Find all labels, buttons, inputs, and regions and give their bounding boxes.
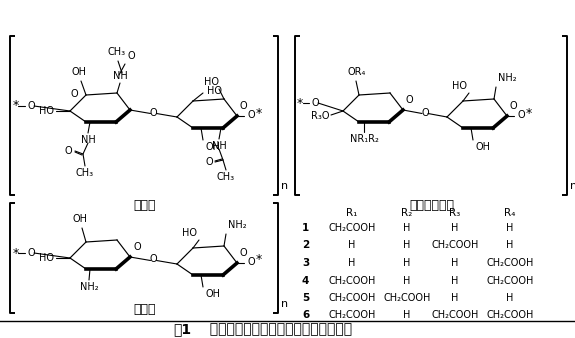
Text: NR₁R₂: NR₁R₂ [350, 134, 378, 144]
Text: H: H [451, 258, 459, 268]
Text: O: O [517, 110, 524, 120]
Text: O: O [421, 107, 429, 118]
Text: CH₃: CH₃ [217, 172, 235, 182]
Text: O: O [312, 98, 320, 108]
Text: 3: 3 [302, 258, 309, 268]
Text: R₁: R₁ [346, 208, 358, 218]
Text: CH₂COOH: CH₂COOH [431, 311, 478, 320]
Text: O: O [510, 101, 518, 111]
Text: NH₂: NH₂ [228, 220, 247, 230]
Text: CH₂COOH: CH₂COOH [328, 311, 375, 320]
Text: n: n [281, 181, 288, 191]
Text: CH₃: CH₃ [108, 47, 126, 57]
Text: H: H [403, 223, 411, 233]
Text: 甲壳素、壳聚糖、罧甲基壳聚糖结构式: 甲壳素、壳聚糖、罧甲基壳聚糖结构式 [200, 322, 352, 336]
Text: NH₂: NH₂ [80, 282, 98, 292]
Text: O: O [133, 242, 141, 252]
Text: O: O [240, 248, 248, 258]
Text: 壳聚糖: 壳聚糖 [134, 303, 156, 316]
Text: *: * [256, 254, 262, 266]
Text: 6: 6 [302, 311, 309, 320]
Text: OH: OH [205, 142, 220, 152]
Text: HO: HO [452, 81, 467, 91]
Text: OR₄: OR₄ [348, 67, 366, 77]
Text: O: O [28, 101, 36, 111]
Text: CH₃: CH₃ [76, 168, 94, 178]
Text: H: H [507, 223, 513, 233]
Text: n: n [570, 181, 575, 191]
Text: CH₂COOH: CH₂COOH [328, 293, 375, 303]
Text: R₂: R₂ [401, 208, 413, 218]
Text: H: H [348, 241, 356, 250]
Text: H: H [451, 293, 459, 303]
Text: H: H [507, 241, 513, 250]
Text: O: O [205, 157, 213, 167]
Text: H: H [403, 311, 411, 320]
Text: 2: 2 [302, 241, 309, 250]
Text: *: * [256, 106, 262, 120]
Text: 羧甲基壳聚糖: 羧甲基壳聚糖 [409, 199, 454, 212]
Text: HO: HO [39, 106, 54, 116]
Text: H: H [348, 258, 356, 268]
Text: *: * [13, 246, 19, 260]
Text: O: O [64, 146, 72, 156]
Text: CH₂COOH: CH₂COOH [328, 275, 375, 286]
Text: R₄: R₄ [504, 208, 516, 218]
Text: *: * [526, 106, 532, 120]
Text: HO: HO [39, 253, 54, 263]
Text: NH: NH [212, 141, 227, 151]
Text: O: O [247, 257, 255, 267]
Text: OH: OH [205, 289, 220, 299]
Text: OH: OH [71, 67, 86, 77]
Text: R₃: R₃ [450, 208, 461, 218]
Text: HO: HO [207, 86, 222, 96]
Text: 图1: 图1 [173, 322, 191, 336]
Text: H: H [451, 223, 459, 233]
Text: CH₂COOH: CH₂COOH [486, 311, 534, 320]
Text: O: O [247, 110, 255, 120]
Text: CH₂COOH: CH₂COOH [486, 258, 534, 268]
Text: OH: OH [72, 214, 87, 224]
Text: R₃O: R₃O [310, 111, 329, 121]
Text: O: O [150, 255, 158, 265]
Text: O: O [28, 248, 36, 258]
Text: NH: NH [113, 71, 128, 81]
Text: CH₂COOH: CH₂COOH [384, 293, 431, 303]
Text: O: O [150, 107, 158, 118]
Text: H: H [403, 275, 411, 286]
Text: O: O [70, 89, 78, 99]
Text: HO: HO [204, 77, 219, 87]
Text: *: * [13, 99, 19, 113]
Text: CH₂COOH: CH₂COOH [328, 223, 375, 233]
Text: *: * [297, 97, 303, 110]
Text: H: H [451, 275, 459, 286]
Text: HO: HO [182, 228, 197, 238]
Text: n: n [281, 299, 288, 309]
Text: CH₂COOH: CH₂COOH [431, 241, 478, 250]
Text: NH: NH [81, 135, 95, 145]
Text: 4: 4 [302, 275, 309, 286]
Text: 1: 1 [302, 223, 309, 233]
Text: 甲壳素: 甲壳素 [134, 199, 156, 212]
Text: CH₂COOH: CH₂COOH [486, 275, 534, 286]
Text: O: O [240, 101, 248, 111]
Text: O: O [127, 51, 135, 61]
Text: H: H [507, 293, 513, 303]
Text: H: H [403, 241, 411, 250]
Text: OH: OH [475, 142, 490, 152]
Text: H: H [403, 258, 411, 268]
Text: 5: 5 [302, 293, 309, 303]
Text: NH₂: NH₂ [498, 73, 516, 83]
Text: O: O [406, 95, 413, 105]
